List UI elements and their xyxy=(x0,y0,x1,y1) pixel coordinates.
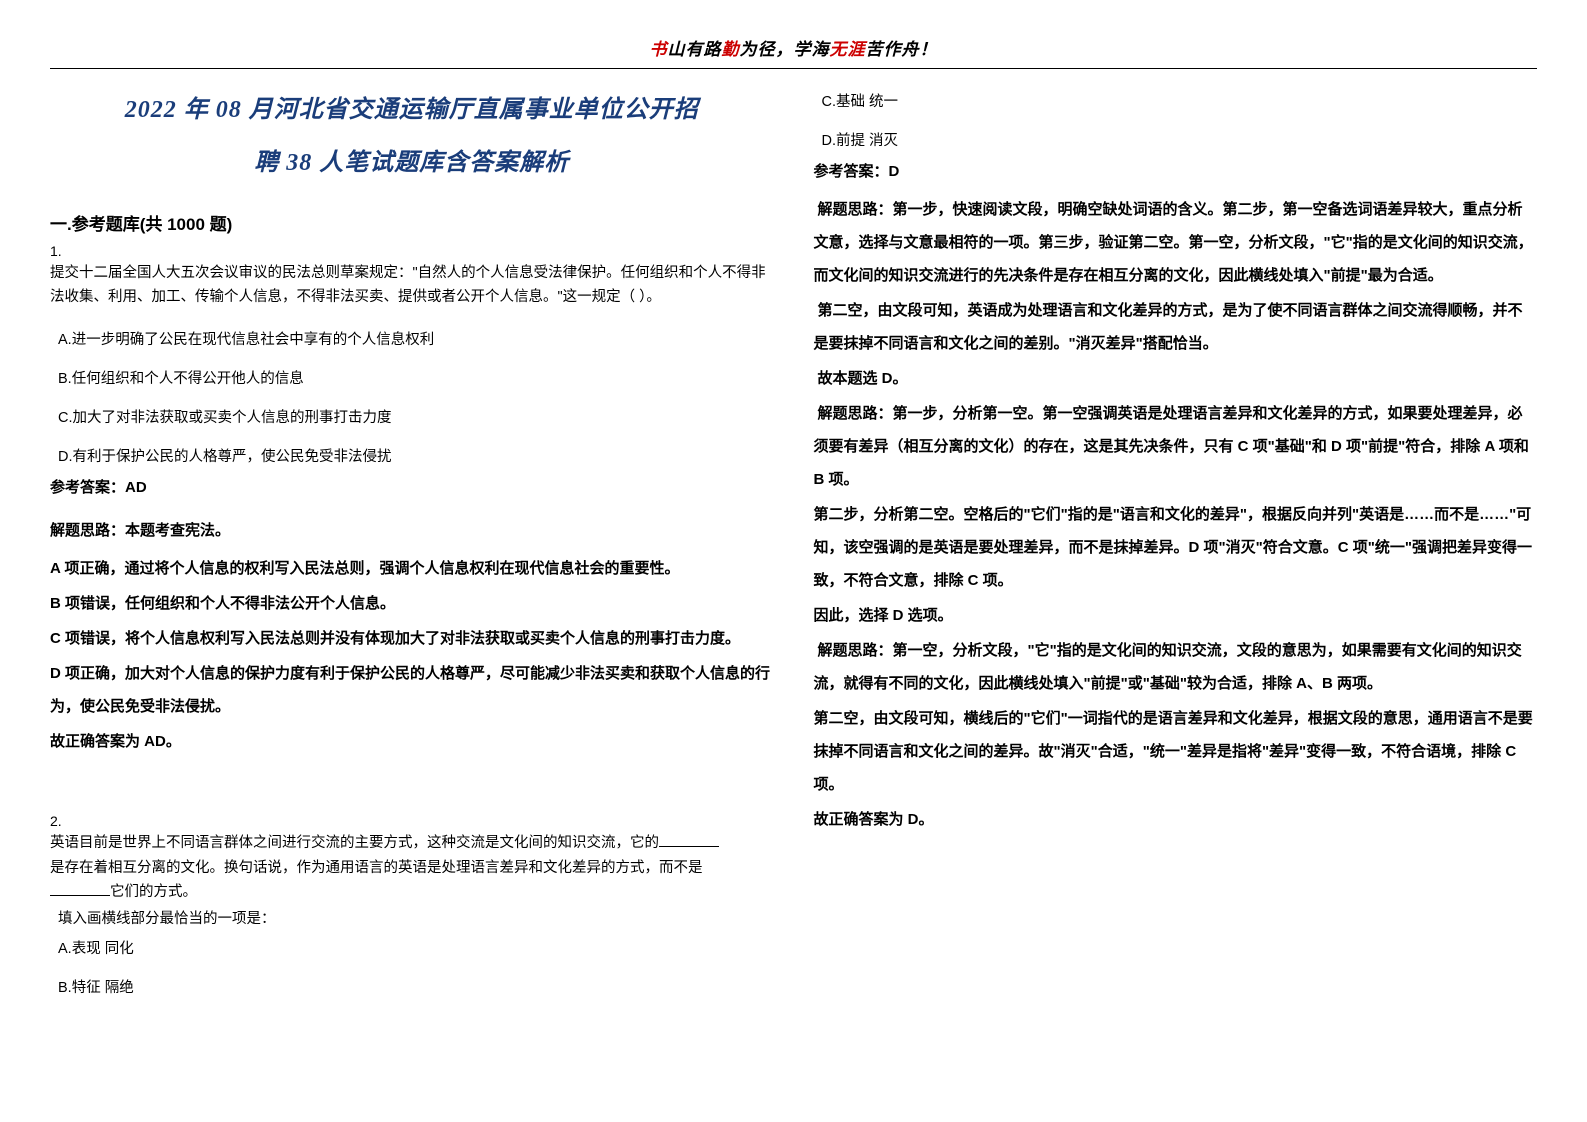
motto-part: 勤 xyxy=(722,40,740,59)
motto-part: 书 xyxy=(650,40,668,59)
explain-text: B 项错误，任何组织和个人不得非法公开个人信息。 xyxy=(50,587,774,620)
explain-text: 第二空，由文段可知，横线后的"它们"一词指代的是语言差异和文化差异，根据文段的意… xyxy=(814,702,1538,801)
option-b: B.任何组织和个人不得公开他人的信息 xyxy=(58,367,774,388)
answer-label: 参考答案：D xyxy=(814,160,1538,181)
explain-text: 第二空，由文段可知，英语成为处理语言和文化差异的方式，是为了使不同语言群体之间交… xyxy=(814,294,1538,360)
explain-conclusion: 故正确答案为 D。 xyxy=(814,803,1538,836)
explain-conclusion: 故正确答案为 AD。 xyxy=(50,725,774,758)
explain-text: 因此，选择 D 选项。 xyxy=(814,599,1538,632)
option-d: D.有利于保护公民的人格尊严，使公民免受非法侵扰 xyxy=(58,445,774,466)
q2-text-part2: 是存在着相互分离的文化。换句话说，作为通用语言的英语是处理语言差异和文化差异的方… xyxy=(50,860,703,876)
explain-text: 解题思路：第一步，快速阅读文段，明确空缺处词语的含义。第二步，第一空备选词语差异… xyxy=(814,193,1538,292)
option-a: A.表现 同化 xyxy=(58,937,774,958)
option-d: D.前提 消灭 xyxy=(822,129,1538,150)
right-column: C.基础 统一 D.前提 消灭 参考答案：D 解题思路：第一步，快速阅读文段，明… xyxy=(814,84,1538,997)
explain-text: D 项正确，加大对个人信息的保护力度有利于保护公民的人格尊严，尽可能减少非法买卖… xyxy=(50,657,774,723)
motto-part: 苦作舟！ xyxy=(866,40,938,59)
blank-underline xyxy=(659,846,719,847)
left-column: 2022 年 08 月河北省交通运输厅直属事业单位公开招 聘 38 人笔试题库含… xyxy=(50,84,774,997)
header-divider xyxy=(50,68,1537,69)
explain-text: 第二步，分析第二空。空格后的"它们"指的是"语言和文化的差异"，根据反向并列"英… xyxy=(814,498,1538,597)
explain-text: 故本题选 D。 xyxy=(814,362,1538,395)
q2-text-part1: 英语目前是世界上不同语言群体之间进行交流的主要方式，这种交流是文化间的知识交流，… xyxy=(50,835,659,851)
motto-part: 山有路 xyxy=(668,40,722,59)
question-number: 1. xyxy=(50,243,774,259)
explain-text: 解题思路：第一步，分析第一空。第一空强调英语是处理语言差异和文化差异的方式，如果… xyxy=(814,397,1538,496)
option-b: B.特征 隔绝 xyxy=(58,976,774,997)
option-a: A.进一步明确了公民在现代信息社会中享有的个人信息权利 xyxy=(58,328,774,349)
explain-text: A 项正确，通过将个人信息的权利写入民法总则，强调个人信息权利在现代信息社会的重… xyxy=(50,552,774,585)
option-c: C.基础 统一 xyxy=(822,90,1538,111)
question-text: 提交十二届全国人大五次会议审议的民法总则草案规定："自然人的个人信息受法律保护。… xyxy=(50,261,774,310)
section-heading: 一.参考题库(共 1000 题) xyxy=(50,210,774,235)
question-number: 2. xyxy=(50,813,774,829)
header-motto: 书山有路勤为径，学海无涯苦作舟！ xyxy=(50,35,1537,60)
option-c: C.加大了对非法获取或买卖个人信息的刑事打击力度 xyxy=(58,406,774,427)
document-title-line1: 2022 年 08 月河北省交通运输厅直属事业单位公开招 xyxy=(50,84,774,137)
explain-text: 解题思路：第一空，分析文段，"它"指的是文化间的知识交流，文段的意思为，如果需要… xyxy=(814,634,1538,700)
motto-part: 为径，学海 xyxy=(740,40,830,59)
question-prompt: 填入画横线部分最恰当的一项是： xyxy=(58,907,774,932)
explain-text: C 项错误，将个人信息权利写入民法总则并没有体现加大了对非法获取或买卖个人信息的… xyxy=(50,622,774,655)
motto-part: 无涯 xyxy=(830,40,866,59)
blank-underline xyxy=(50,895,110,896)
explain-heading: 解题思路：本题考查宪法。 xyxy=(50,519,774,540)
q2-text-part3: 它们的方式。 xyxy=(110,884,197,900)
question-text: 英语目前是世界上不同语言群体之间进行交流的主要方式，这种交流是文化间的知识交流，… xyxy=(50,831,774,905)
document-title-line2: 聘 38 人笔试题库含答案解析 xyxy=(50,137,774,190)
content-columns: 2022 年 08 月河北省交通运输厅直属事业单位公开招 聘 38 人笔试题库含… xyxy=(50,84,1537,997)
answer-label: 参考答案：AD xyxy=(50,476,774,497)
